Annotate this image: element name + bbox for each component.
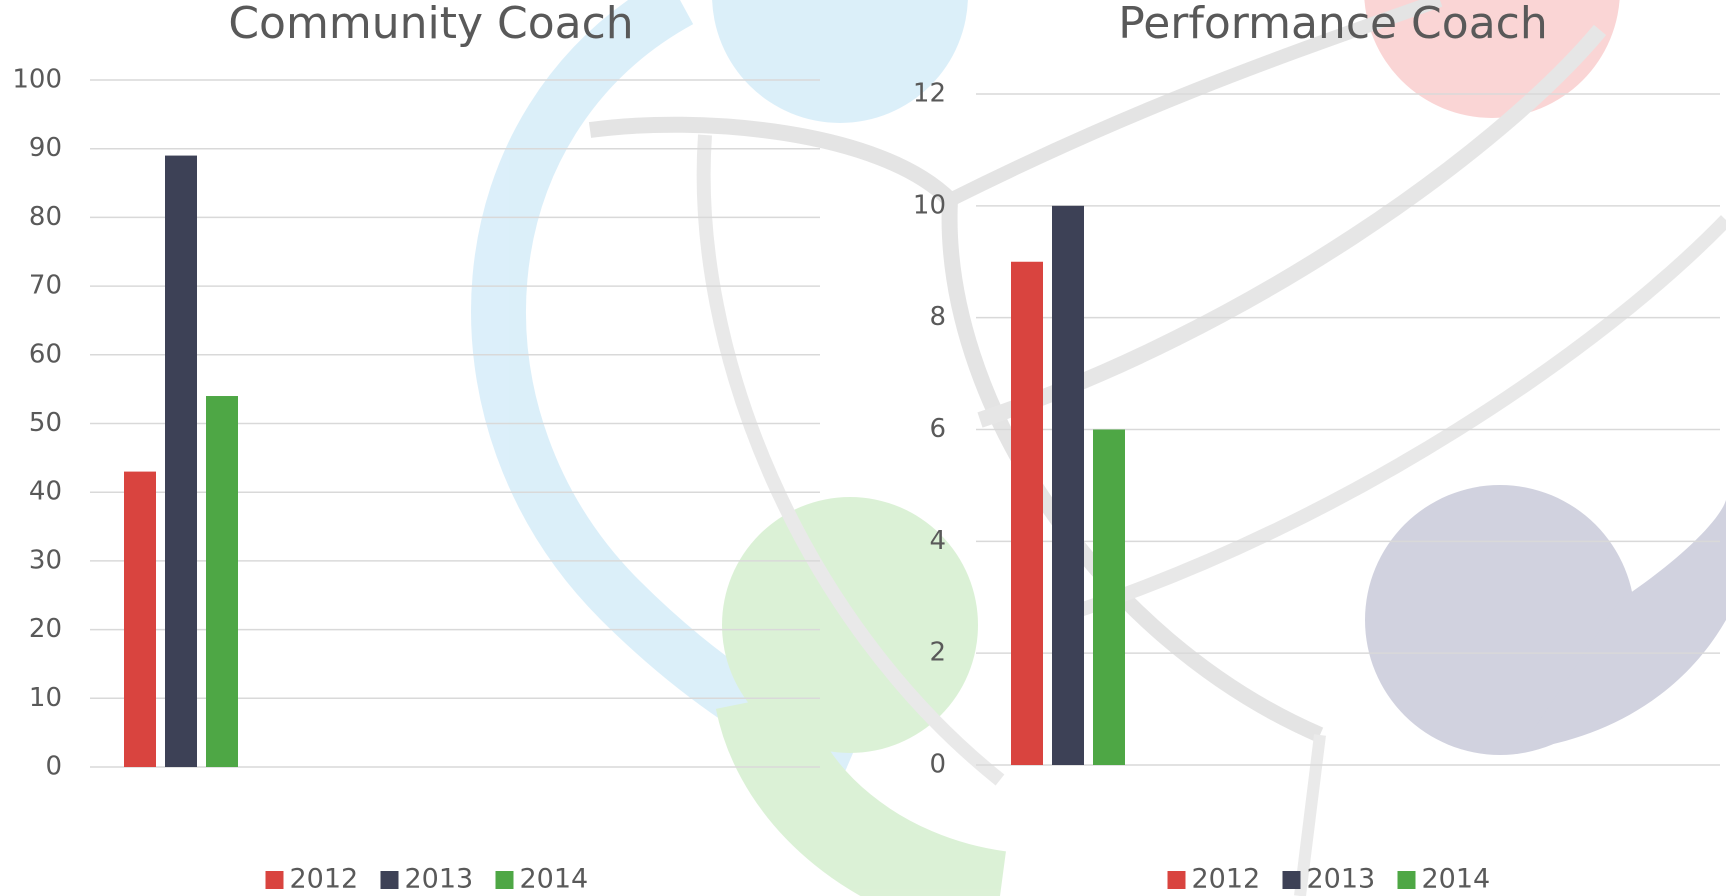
bar <box>124 472 156 767</box>
bar <box>206 396 238 767</box>
legend-swatch <box>381 871 399 889</box>
y-tick-label: 0 <box>929 750 946 780</box>
bar <box>1011 262 1043 765</box>
y-tick-label: 60 <box>29 339 62 369</box>
y-tick-label: 90 <box>29 133 62 163</box>
page: 0102030405060708090100Community Coach201… <box>0 0 1726 896</box>
legend-item: 2013 <box>381 864 474 895</box>
y-tick-label: 6 <box>929 414 946 444</box>
y-tick-label: 0 <box>45 752 62 782</box>
bar <box>1052 206 1084 765</box>
legend-item: 2012 <box>1168 864 1261 895</box>
legend-item: 2014 <box>1398 864 1491 895</box>
chart-title: Performance Coach <box>1118 0 1548 49</box>
y-tick-label: 40 <box>29 477 62 507</box>
legend-label: 2014 <box>1422 864 1491 895</box>
legend-label: 2013 <box>1307 864 1376 895</box>
y-tick-label: 100 <box>12 65 62 95</box>
legend-label: 2014 <box>520 864 589 895</box>
legend-label: 2012 <box>290 864 359 895</box>
y-tick-label: 50 <box>29 408 62 438</box>
legend-swatch <box>496 871 514 889</box>
y-tick-label: 8 <box>929 302 946 332</box>
legend-swatch <box>1168 871 1186 889</box>
y-tick-label: 4 <box>929 526 946 556</box>
y-tick-label: 20 <box>29 614 62 644</box>
y-tick-label: 12 <box>913 79 946 109</box>
bar <box>1093 430 1125 766</box>
legend-swatch <box>1283 871 1301 889</box>
legend-label: 2012 <box>1192 864 1261 895</box>
y-tick-label: 70 <box>29 271 62 301</box>
y-tick-label: 80 <box>29 202 62 232</box>
legend-swatch <box>266 871 284 889</box>
legend-label: 2013 <box>405 864 474 895</box>
y-tick-label: 2 <box>929 638 946 668</box>
chart-title: Community Coach <box>228 0 633 49</box>
legend-item: 2012 <box>266 864 359 895</box>
legend-swatch <box>1398 871 1416 889</box>
y-tick-label: 10 <box>29 683 62 713</box>
legend-item: 2014 <box>496 864 589 895</box>
y-tick-label: 10 <box>913 190 946 220</box>
y-tick-label: 30 <box>29 545 62 575</box>
bar <box>165 156 197 767</box>
